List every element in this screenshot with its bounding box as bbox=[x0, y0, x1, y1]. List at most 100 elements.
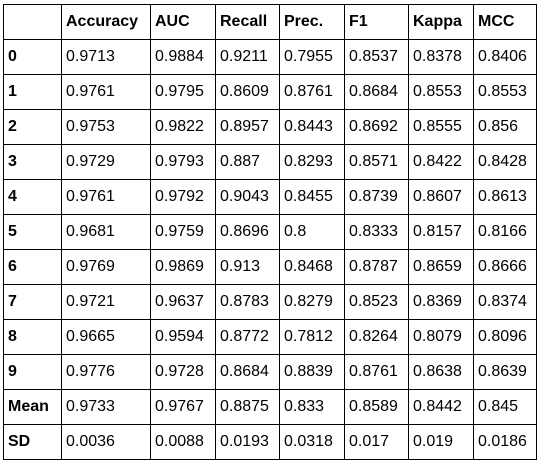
row-label: 7 bbox=[3, 284, 62, 320]
cell-mcc: 0.845 bbox=[473, 389, 537, 425]
cell-auc: 0.9793 bbox=[150, 144, 216, 180]
cell-auc: 0.9637 bbox=[150, 284, 216, 320]
row-label: 6 bbox=[3, 249, 62, 285]
cell-mcc: 0.8096 bbox=[473, 319, 537, 355]
cell-auc: 0.9869 bbox=[150, 249, 216, 285]
cell-f1: 0.8692 bbox=[344, 109, 409, 145]
cell-mcc: 0.8166 bbox=[473, 214, 537, 250]
cell-recall: 0.8772 bbox=[215, 319, 280, 355]
cell-precision: 0.8279 bbox=[279, 284, 345, 320]
cell-auc: 0.0088 bbox=[150, 424, 216, 460]
table-row: 4 0.9761 0.9792 0.9043 0.8455 0.8739 0.8607 0.8… bbox=[3, 179, 537, 215]
cell-kappa: 0.8553 bbox=[408, 74, 474, 110]
table-row: 0 0.9713 0.9884 0.9211 0.7955 0.8537 0.8378 0.8… bbox=[3, 39, 537, 75]
cell-kappa: 0.019 bbox=[408, 424, 474, 460]
cell-precision: 0.7955 bbox=[279, 39, 345, 75]
cell-recall: 0.8875 bbox=[215, 389, 280, 425]
header-row: Accuracy AUC Recall Prec. F1 Kappa MCC bbox=[3, 4, 537, 40]
cell-recall: 0.913 bbox=[215, 249, 280, 285]
cell-auc: 0.9822 bbox=[150, 109, 216, 145]
column-header-mcc: MCC bbox=[473, 4, 537, 40]
table-row: 8 0.9665 0.9594 0.8772 0.7812 0.8264 0.8079 0.8… bbox=[3, 319, 537, 355]
cell-mcc: 0.0186 bbox=[473, 424, 537, 460]
cell-f1: 0.8739 bbox=[344, 179, 409, 215]
cell-recall: 0.8696 bbox=[215, 214, 280, 250]
cell-accuracy: 0.0036 bbox=[61, 424, 151, 460]
cell-precision: 0.8761 bbox=[279, 74, 345, 110]
row-label: Mean bbox=[3, 389, 62, 425]
row-label: 3 bbox=[3, 144, 62, 180]
column-header-f1: F1 bbox=[344, 4, 409, 40]
cell-kappa: 0.8378 bbox=[408, 39, 474, 75]
cell-recall: 0.8957 bbox=[215, 109, 280, 145]
cell-auc: 0.9767 bbox=[150, 389, 216, 425]
cell-kappa: 0.8442 bbox=[408, 389, 474, 425]
cell-recall: 0.887 bbox=[215, 144, 280, 180]
table-row: Mean 0.9733 0.9767 0.8875 0.833 0.8589 0.8442 0… bbox=[3, 389, 537, 425]
cell-precision: 0.7812 bbox=[279, 319, 345, 355]
cell-f1: 0.8537 bbox=[344, 39, 409, 75]
table-row: 3 0.9729 0.9793 0.887 0.8293 0.8571 0.8422 0.84… bbox=[3, 144, 537, 180]
cell-precision: 0.8 bbox=[279, 214, 345, 250]
cell-precision: 0.833 bbox=[279, 389, 345, 425]
row-label: 4 bbox=[3, 179, 62, 215]
cell-auc: 0.9594 bbox=[150, 319, 216, 355]
cell-kappa: 0.8659 bbox=[408, 249, 474, 285]
cell-mcc: 0.8639 bbox=[473, 354, 537, 390]
table-body: 0 0.9713 0.9884 0.9211 0.7955 0.8537 0.8378 0.8… bbox=[3, 39, 537, 460]
column-header-recall: Recall bbox=[215, 4, 280, 40]
cell-recall: 0.8783 bbox=[215, 284, 280, 320]
cell-auc: 0.9884 bbox=[150, 39, 216, 75]
cell-recall: 0.9043 bbox=[215, 179, 280, 215]
cell-recall: 0.8609 bbox=[215, 74, 280, 110]
cell-kappa: 0.8638 bbox=[408, 354, 474, 390]
table-row: 5 0.9681 0.9759 0.8696 0.8 0.8333 0.8157 0.8166 bbox=[3, 214, 537, 250]
cell-precision: 0.8455 bbox=[279, 179, 345, 215]
cell-accuracy: 0.9665 bbox=[61, 319, 151, 355]
cell-kappa: 0.8369 bbox=[408, 284, 474, 320]
cell-kappa: 0.8555 bbox=[408, 109, 474, 145]
row-label: 8 bbox=[3, 319, 62, 355]
cell-recall: 0.9211 bbox=[215, 39, 280, 75]
cell-mcc: 0.8428 bbox=[473, 144, 537, 180]
cell-f1: 0.8571 bbox=[344, 144, 409, 180]
corner-cell bbox=[3, 4, 62, 40]
cell-mcc: 0.856 bbox=[473, 109, 537, 145]
cell-kappa: 0.8422 bbox=[408, 144, 474, 180]
cell-kappa: 0.8607 bbox=[408, 179, 474, 215]
cell-f1: 0.8684 bbox=[344, 74, 409, 110]
table-row: 2 0.9753 0.9822 0.8957 0.8443 0.8692 0.8555 0.8… bbox=[3, 109, 537, 145]
cell-accuracy: 0.9761 bbox=[61, 74, 151, 110]
row-label: 2 bbox=[3, 109, 62, 145]
cell-mcc: 0.8666 bbox=[473, 249, 537, 285]
cell-precision: 0.8443 bbox=[279, 109, 345, 145]
cell-mcc: 0.8406 bbox=[473, 39, 537, 75]
cell-precision: 0.0318 bbox=[279, 424, 345, 460]
column-header-precision: Prec. bbox=[279, 4, 345, 40]
cell-accuracy: 0.9733 bbox=[61, 389, 151, 425]
cell-kappa: 0.8157 bbox=[408, 214, 474, 250]
cell-auc: 0.9728 bbox=[150, 354, 216, 390]
cell-f1: 0.8333 bbox=[344, 214, 409, 250]
column-header-auc: AUC bbox=[150, 4, 216, 40]
cell-f1: 0.017 bbox=[344, 424, 409, 460]
cell-accuracy: 0.9721 bbox=[61, 284, 151, 320]
cell-precision: 0.8293 bbox=[279, 144, 345, 180]
cell-mcc: 0.8553 bbox=[473, 74, 537, 110]
row-label: 1 bbox=[3, 74, 62, 110]
table-row: 7 0.9721 0.9637 0.8783 0.8279 0.8523 0.8369 0.8… bbox=[3, 284, 537, 320]
cell-accuracy: 0.9729 bbox=[61, 144, 151, 180]
cell-f1: 0.8589 bbox=[344, 389, 409, 425]
cell-f1: 0.8264 bbox=[344, 319, 409, 355]
cell-f1: 0.8761 bbox=[344, 354, 409, 390]
cell-recall: 0.8684 bbox=[215, 354, 280, 390]
row-label: 5 bbox=[3, 214, 62, 250]
cell-accuracy: 0.9761 bbox=[61, 179, 151, 215]
cell-precision: 0.8468 bbox=[279, 249, 345, 285]
table-row: SD 0.0036 0.0088 0.0193 0.0318 0.017 0.019 0.01… bbox=[3, 424, 537, 460]
cell-auc: 0.9792 bbox=[150, 179, 216, 215]
cell-f1: 0.8523 bbox=[344, 284, 409, 320]
table-header: Accuracy AUC Recall Prec. F1 Kappa MCC bbox=[3, 4, 537, 40]
cell-accuracy: 0.9713 bbox=[61, 39, 151, 75]
